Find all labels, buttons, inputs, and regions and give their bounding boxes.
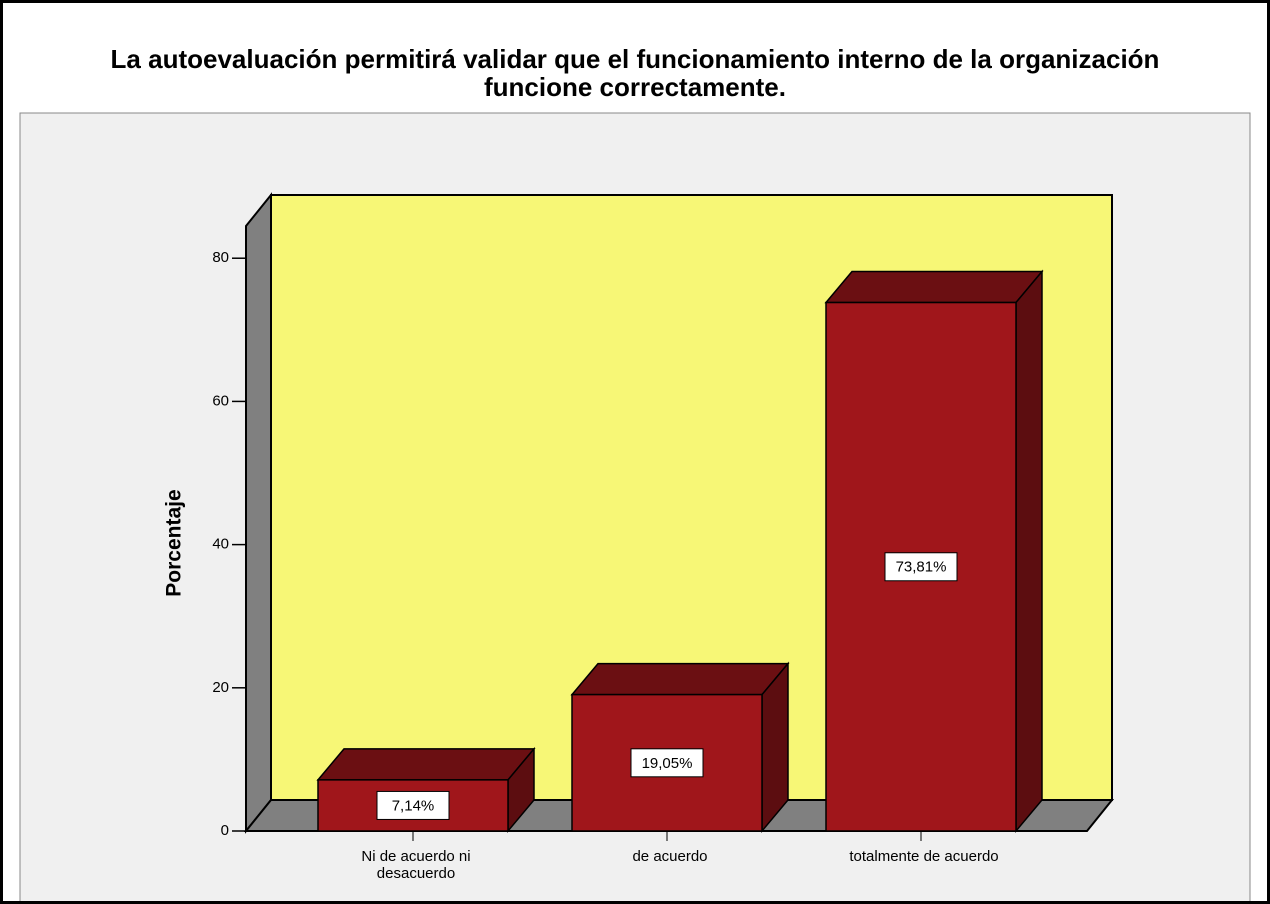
x-tick-label: Ni de acuerdo ni desacuerdo [361,848,471,882]
left-wall [245,192,272,834]
x-tick-label: totalmente de acuerdo [849,848,999,865]
bar-top [316,748,536,781]
value-label-box [884,552,958,582]
x-tick-label: de acuerdo [632,848,708,865]
y-tick-label: 60 [212,392,229,409]
bar-top [824,270,1044,304]
y-tick-label: 0 [221,822,229,839]
value-label-box [376,790,450,820]
y-tick-label: 20 [212,679,229,696]
bar-top [570,662,790,696]
y-tick-label: 40 [212,536,229,553]
chart-title: La autoevaluación permitirá validar que … [110,44,1160,102]
y-tick-label: 80 [212,249,229,266]
value-label-box [630,748,704,778]
bar-side [1015,269,1043,834]
y-axis-label: Porcentaje [163,489,186,596]
value-label: 7,14% [392,797,435,814]
value-label: 19,05% [642,755,693,772]
value-label: 73,81% [896,559,947,576]
